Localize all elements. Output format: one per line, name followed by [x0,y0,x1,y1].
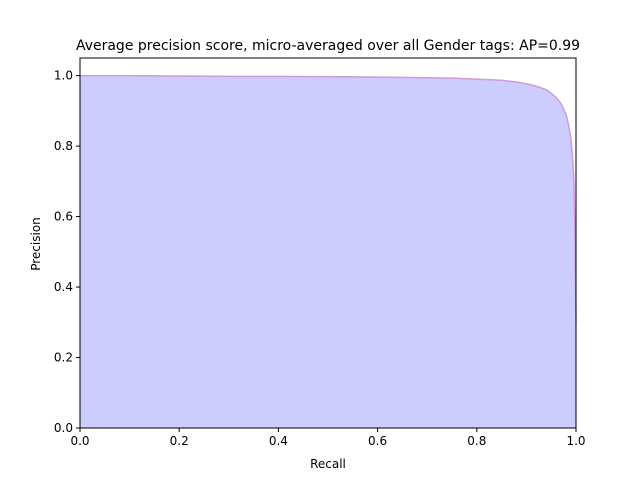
chart-title: Average precision score, micro-averaged … [76,38,580,54]
y-tick-label: 0.8 [54,139,73,153]
axes-layer: 0.0 0.2 0.4 0.6 0.8 1.0 0.0 0.2 0.4 0.6 0.8 1.0 [54,57,586,448]
y-tick-label: 0.4 [54,280,73,294]
axes-frame [79,57,577,429]
plot-layer [80,74,577,429]
x-tick-label: 0.8 [467,434,486,448]
y-tick-label: 0.0 [54,421,73,435]
x-tick-label: 1.0 [566,434,585,448]
x-tick-label: 0.0 [70,434,89,448]
x-axis-label: Recall [310,457,346,471]
y-tick-label: 0.6 [54,210,73,224]
x-tick-label: 0.4 [269,434,288,448]
y-tick-label: 1.0 [54,69,73,83]
y-axis-label: Precision [29,217,43,271]
precision-recall-curve-series-0 [80,74,577,323]
x-tick-label: 0.2 [170,434,189,448]
area-fill-series-0 [80,75,576,429]
y-tick-label: 0.2 [54,351,73,365]
x-tick-label: 0.6 [368,434,387,448]
